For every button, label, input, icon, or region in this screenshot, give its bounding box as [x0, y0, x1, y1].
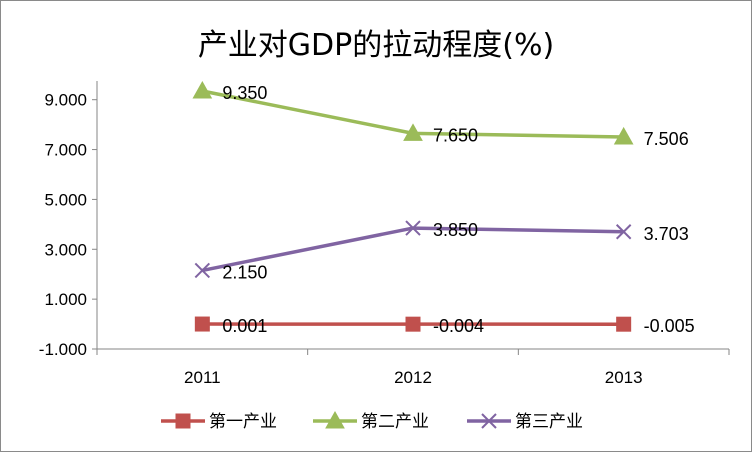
x-tick-label: 2013 — [605, 368, 643, 387]
legend-item: 第二产业 — [313, 410, 429, 432]
data-point — [613, 126, 634, 145]
series-1 — [194, 316, 632, 332]
data-point — [192, 80, 213, 99]
x-tick-label: 2011 — [184, 368, 221, 387]
axes: -1.000 1.000 3.000 5.000 7.000 9.000 2011 2012 2… — [39, 81, 730, 387]
legend-item: 第三产业 — [467, 412, 583, 432]
data-point — [194, 262, 211, 279]
legend-label: 第三产业 — [515, 412, 583, 432]
y-tick-label: 7.000 — [44, 141, 87, 160]
x-marker-stroke — [615, 224, 632, 240]
series-3 — [194, 220, 632, 279]
y-tick-label: 3.000 — [44, 240, 87, 259]
data-point — [616, 316, 632, 332]
data-label: -0.005 — [644, 316, 695, 336]
x-marker-stroke — [194, 262, 211, 279]
legend-label: 第一产业 — [209, 412, 277, 432]
legend-label: 第二产业 — [361, 412, 429, 432]
data-label: -0.004 — [433, 316, 484, 336]
data-label: 2.150 — [222, 262, 267, 282]
y-tick-label: -1.000 — [39, 340, 87, 359]
x-marker-stroke — [405, 220, 421, 236]
data-point — [405, 316, 421, 332]
y-tick-label: 1.000 — [44, 290, 87, 309]
data-point — [403, 123, 423, 141]
y-tick-label: 5.000 — [44, 190, 87, 209]
legend-item: 第一产业 — [161, 412, 277, 432]
legend-marker — [175, 413, 191, 429]
series-layer — [192, 80, 634, 332]
data-label: 3.703 — [644, 224, 689, 244]
x-marker-stroke — [481, 413, 497, 429]
data-label: 9.350 — [222, 83, 267, 103]
legend: 第一产业 第二产业 第三产业 — [161, 410, 583, 432]
series-2 — [192, 80, 634, 145]
x-tick-label: 2012 — [394, 368, 432, 387]
chart-title: 产业对GDP的拉动程度(%) — [198, 28, 554, 63]
data-point — [194, 316, 210, 332]
data-point — [405, 220, 421, 236]
data-labels: 0.001 -0.004 -0.005 9.350 7.650 7.506 2.150 3.8… — [222, 83, 694, 336]
data-label: 7.650 — [433, 125, 478, 145]
legend-marker — [481, 413, 497, 429]
data-label: 0.001 — [222, 316, 267, 336]
legend-marker — [325, 410, 345, 429]
y-tick-label: 9.000 — [44, 91, 87, 110]
data-point — [615, 224, 632, 240]
data-label: 7.506 — [644, 129, 689, 149]
data-label: 3.850 — [433, 220, 478, 240]
